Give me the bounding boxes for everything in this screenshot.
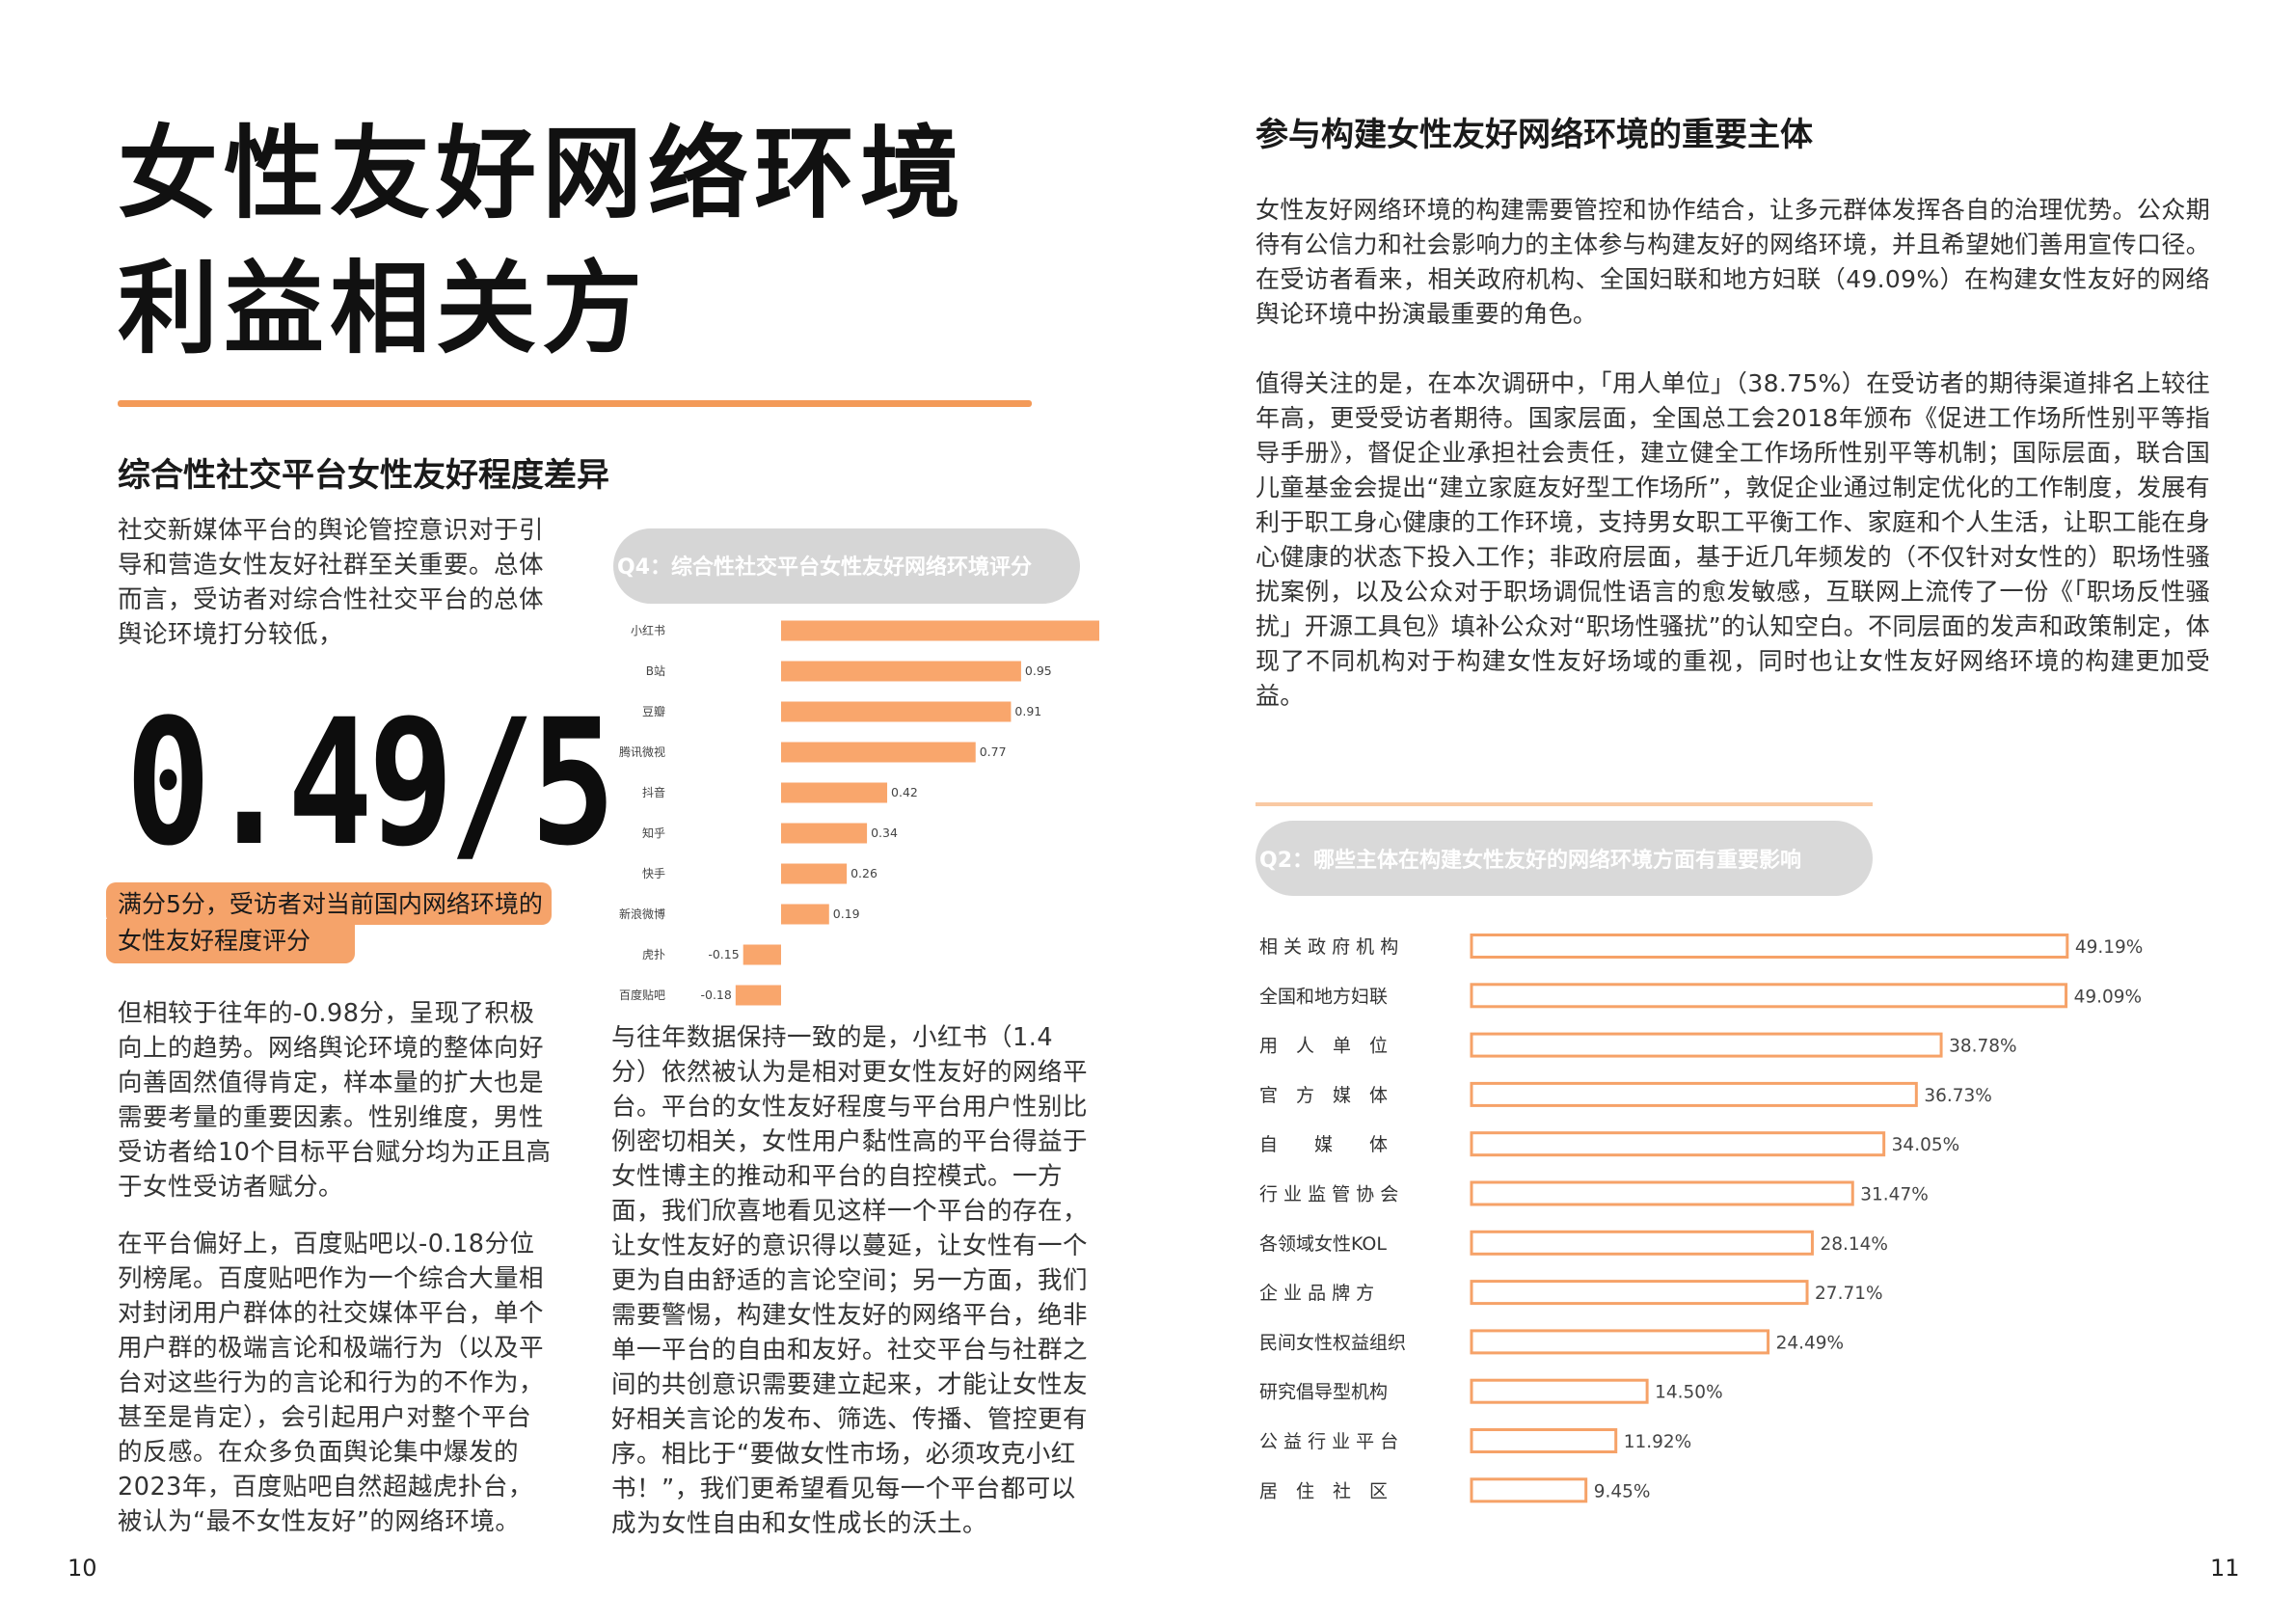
xiaohongshu-paragraph: 与往年数据保持一致的是，小红书（1.4分）依然被认为是相对更女性友好的网络平台。… [611, 1023, 1089, 1538]
platform-bar [781, 661, 1021, 682]
page-number-left: 10 [68, 1555, 97, 1582]
platform-bar [781, 823, 868, 844]
platform-bar [781, 620, 1099, 641]
platform-value-label: 0.77 [980, 744, 1007, 759]
title-divider [118, 400, 1032, 407]
platform-bar [781, 863, 848, 884]
stakeholder-label: 研究倡导型机构 [1259, 1382, 1388, 1403]
stakeholder-label: 居 住 社 区 [1259, 1480, 1388, 1502]
stakeholder-label: 全国和地方妇联 [1259, 986, 1388, 1007]
platform-value-label: 0.26 [850, 866, 878, 880]
callout-highlight-bottom [106, 919, 355, 963]
platform-label: 豆瓣 [642, 705, 665, 718]
trend-paragraph: 但相较于往年的-0.98分，呈现了积极向上的趋势。网络舆论环境的整体向好向善固然… [118, 999, 552, 1202]
stakeholder-value-label: 49.19% [2075, 937, 2144, 958]
stakeholder-bar [1470, 1280, 1809, 1306]
stakeholder-label: 用 人 单 位 [1259, 1036, 1388, 1057]
big-score: 0.49/5 [125, 683, 616, 884]
stakeholder-bar [1470, 1329, 1770, 1355]
platform-bar [781, 782, 888, 803]
platform-bar [781, 904, 829, 925]
stakeholder-value-label: 11.92% [1624, 1432, 1692, 1452]
score-caption: 满分5分，受访者对当前国内网络环境的女性友好程度评分 [118, 890, 543, 955]
chart-title-q2: Q2：哪些主体在构建女性友好的网络环境方面有重要影响 [1259, 849, 1802, 873]
stakeholder-label: 企 业 品 牌 方 [1259, 1283, 1374, 1304]
employer-paragraph: 值得关注的是，在本次调研中，「用人单位」（38.75%）在受访者的期待渠道排名上… [1256, 369, 2210, 710]
stakeholder-bar [1470, 1230, 1814, 1256]
stakeholder-value-label: 14.50% [1655, 1383, 1723, 1403]
stakeholder-influence-chart: 相 关 政 府 机 构 49.19% 全国和地方妇联 49.09% 用 人 单 位 38.… [1259, 934, 2144, 1503]
platform-label: 新浪微博 [619, 907, 665, 921]
page-number-right: 11 [2210, 1555, 2240, 1582]
stakeholder-bar [1470, 1032, 1943, 1058]
stakeholder-label: 公 益 行 业 平 台 [1259, 1431, 1398, 1452]
platform-label: 快手 [642, 867, 665, 880]
stakeholder-bar [1470, 1477, 1588, 1503]
platform-value-label: 0.34 [871, 826, 898, 840]
intro-paragraph: 社交新媒体平台的舆论管控意识对于引导和营造女性友好社群至关重要。总体而言，受访者… [118, 516, 545, 649]
platform-preference-paragraph: 在平台偏好上，百度贴吧以-0.18分位列榜尾。百度贴吧作为一个综合大量相对封闭用… [118, 1230, 545, 1536]
platform-label: 百度贴吧 [619, 988, 665, 1002]
platform-bar [781, 742, 976, 763]
platform-value-label: -0.15 [708, 947, 739, 961]
chart-divider [1256, 802, 1873, 806]
stakeholder-value-label: 49.09% [2074, 987, 2143, 1007]
stakeholder-value-label: 9.45% [1594, 1481, 1651, 1502]
stakeholder-value-label: 24.49% [1776, 1333, 1845, 1353]
stakeholder-value-label: 34.05% [1892, 1135, 1960, 1155]
platform-label: 腾讯微视 [619, 744, 665, 759]
platform-label: 小红书 [631, 623, 665, 637]
stakeholder-value-label: 27.71% [1815, 1284, 1883, 1304]
stakeholder-label: 自 媒 体 [1259, 1134, 1388, 1155]
stakeholder-bar [1470, 1428, 1618, 1453]
stakeholder-value-label: 38.78% [1949, 1037, 2017, 1057]
platform-value-label: 0.91 [1014, 704, 1041, 718]
platform-bar [742, 944, 781, 965]
platform-label: 虎扑 [642, 948, 665, 961]
score-callout: 满分5分，受访者对当前国内网络环境的女性友好程度评分 [106, 882, 552, 963]
stakeholder-bar [1470, 1081, 1918, 1107]
stakeholders-paragraph: 女性友好网络环境的构建需要管控和协作结合，让多元群体发挥各自的治理优势。公众期待… [1256, 196, 2210, 328]
callout-highlight-top [106, 882, 552, 925]
platform-value-label: 0.95 [1025, 663, 1052, 678]
platform-value-label: 0.19 [833, 907, 860, 921]
stakeholder-bar [1470, 1378, 1649, 1404]
platform-bar [735, 985, 781, 1006]
stakeholder-bar [1470, 934, 2069, 959]
stakeholder-label: 相 关 政 府 机 构 [1259, 936, 1398, 958]
platform-bar [781, 701, 1012, 722]
stakeholder-value-label: 36.73% [1924, 1086, 1992, 1106]
platform-label: 抖音 [642, 785, 665, 799]
platform-score-chart: 小红书1.4B站0.95豆瓣0.91腾讯微视0.77抖音0.42知乎0.34快手… [619, 620, 1099, 1006]
platform-label: 知乎 [642, 826, 665, 840]
stakeholder-label: 民间女性权益组织 [1259, 1332, 1406, 1353]
page-title: 女性友好网络环境利益相关方 [118, 115, 967, 367]
section-heading-stakeholders: 参与构建女性友好网络环境的重要主体 [1256, 116, 1813, 154]
stakeholder-label: 行 业 监 管 协 会 [1259, 1184, 1398, 1205]
stakeholder-value-label: 28.14% [1820, 1234, 1888, 1255]
chart-title-q4: Q4：综合性社交平台女性友好网络环境评分 [617, 555, 1033, 580]
platform-label: B站 [646, 664, 665, 678]
stakeholder-bar [1470, 1180, 1854, 1206]
platform-value-label: -0.18 [700, 988, 731, 1002]
stakeholder-label: 各领域女性KOL [1259, 1233, 1387, 1255]
stakeholder-bar [1470, 983, 2068, 1009]
chart-title-pill [1256, 821, 1873, 896]
platform-value-label: 0.42 [891, 785, 918, 799]
stakeholder-value-label: 31.47% [1860, 1185, 1929, 1205]
chart-title-pill [613, 528, 1080, 604]
stakeholder-bar [1470, 1131, 1886, 1157]
stakeholder-label: 官 方 媒 体 [1259, 1085, 1388, 1106]
section-heading-platforms: 综合性社交平台女性友好程度差异 [118, 456, 609, 495]
